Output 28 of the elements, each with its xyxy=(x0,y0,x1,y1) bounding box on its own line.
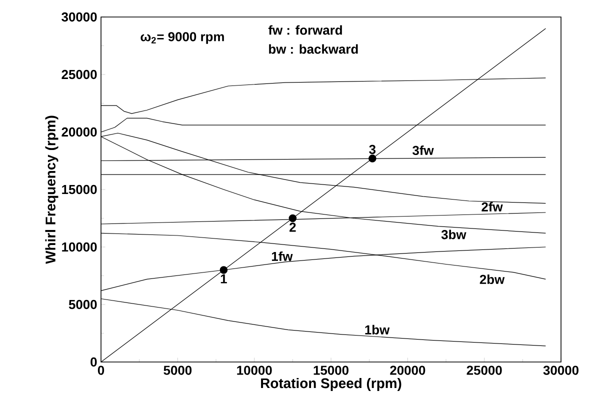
y-tick-label: 25000 xyxy=(62,70,97,80)
annotation: 1bw xyxy=(365,324,390,334)
x-tick-label: 30000 xyxy=(543,366,578,375)
y-tick-label: 20000 xyxy=(62,127,97,137)
y-tick-label: 10000 xyxy=(62,242,97,252)
annotation: fw : forward xyxy=(268,25,342,35)
x-tick-label: 10000 xyxy=(237,366,272,375)
annotation: bw : backward xyxy=(269,44,358,54)
annotation: 2bw xyxy=(480,274,505,284)
annotation: 3fw xyxy=(412,146,434,156)
x-tick-label: 15000 xyxy=(314,366,348,375)
y-tick-label: 30000 xyxy=(62,12,97,22)
x-tick-label: 0 xyxy=(98,366,104,375)
x-tick-label: 25000 xyxy=(466,366,502,375)
annotation: 3bw xyxy=(441,230,466,240)
annotation: 1fw xyxy=(272,251,293,261)
y-tick-label: 0 xyxy=(90,357,97,367)
x-tick-label: 5000 xyxy=(164,366,192,375)
annotation: 2fw xyxy=(482,202,503,212)
annotation: ω$_{2}$= 9000 rpm xyxy=(140,32,224,44)
annotation: 2 xyxy=(290,222,296,232)
y-axis-title: Whirl Frequency (rpm) xyxy=(45,116,58,264)
y-tick-label: 5000 xyxy=(68,300,97,310)
x-tick-label: 20000 xyxy=(390,366,426,375)
annotation: 3 xyxy=(369,144,376,154)
y-tick-label: 15000 xyxy=(62,184,97,194)
x-axis-title: Rotation Speed (rpm) xyxy=(261,378,402,391)
annotation: 1 xyxy=(220,274,227,284)
